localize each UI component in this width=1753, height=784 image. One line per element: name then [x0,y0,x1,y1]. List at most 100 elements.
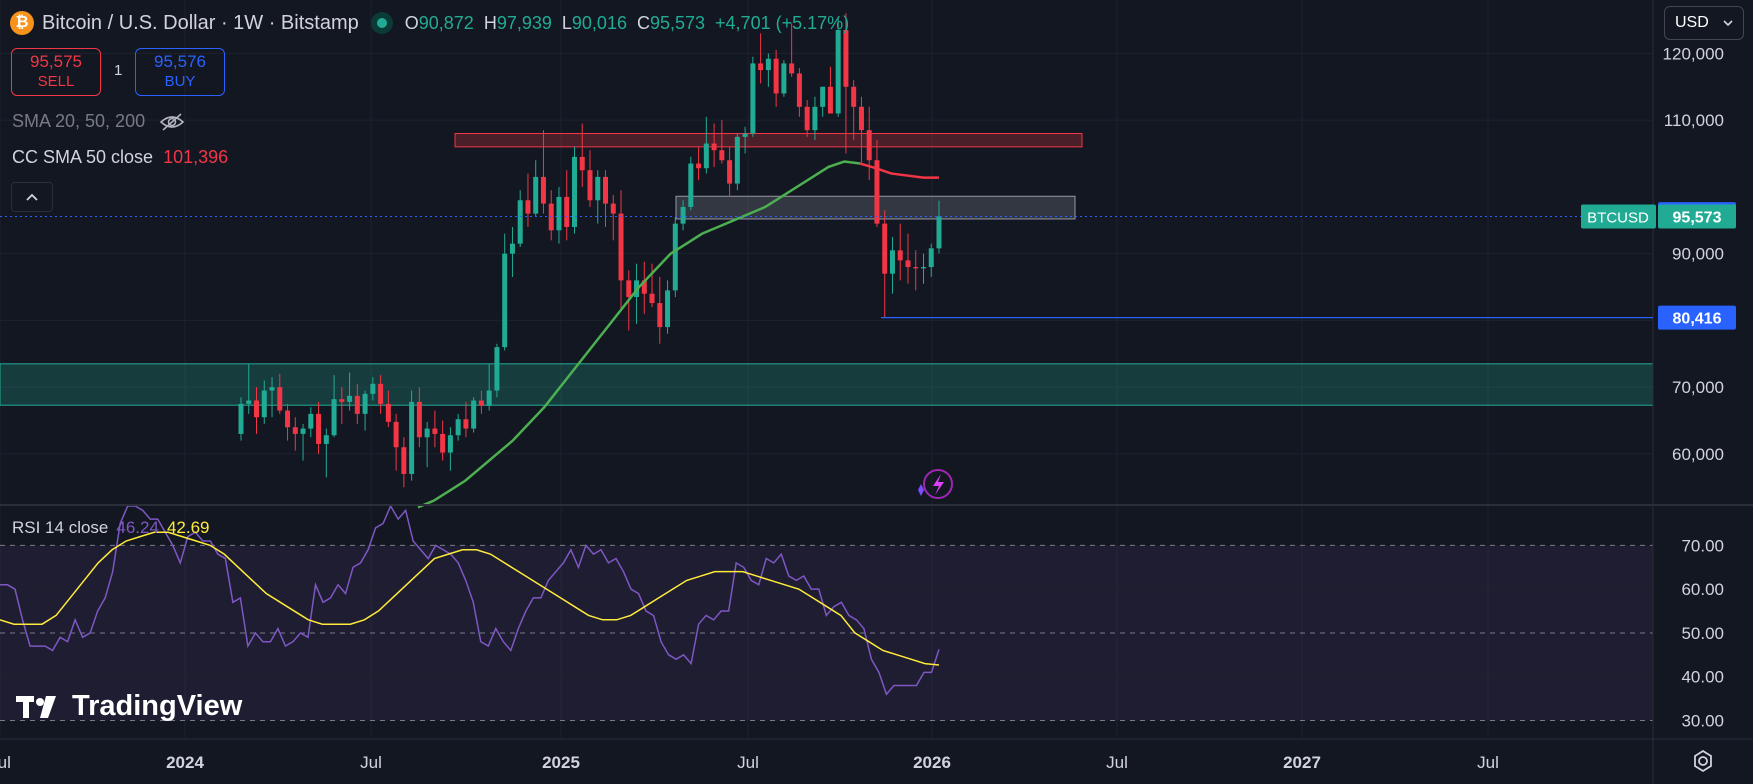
sma-label: SMA 20, 50, 200 [12,111,146,131]
candle-body [440,433,446,453]
candle-body [285,410,291,428]
rsi-ma-value: 42.69 [166,518,210,537]
buy-label: BUY [164,73,196,90]
candle-body [308,413,314,429]
candle-body [765,58,771,71]
hidden-eye-icon[interactable] [159,112,185,132]
candle-body [424,428,430,438]
candle-body [920,267,926,269]
chevron-up-icon [26,193,38,201]
candle-body [835,30,841,114]
chevron-down-icon [1723,20,1733,27]
candle-body [331,399,337,436]
candle-body [401,447,407,474]
time-axis-label: Jul [1477,753,1499,772]
sma-50-line-falling [859,162,940,179]
candle-body [672,223,678,291]
cc-sma-legend[interactable]: CC SMA 50 close 101,396 [12,147,228,168]
quantity-value[interactable]: 1 [114,62,123,79]
time-axis-label: Jul [1106,753,1128,772]
rsi-axis-label: 40.00 [1681,668,1724,687]
candle-body [665,290,671,328]
time-axis-label: Jul [0,753,11,772]
sell-button[interactable]: 95,575 SELL [11,48,101,96]
bitcoin-icon: ₿ [10,11,34,35]
collapse-legend-button[interactable] [11,182,53,212]
ohlc-high-value: 97,939 [496,12,552,33]
buy-button[interactable]: 95,576 BUY [135,48,225,96]
change-value: +4,701 (+5.17%) [715,12,850,33]
candle-body [866,130,872,161]
candle-body [928,248,934,268]
candle-body [595,176,601,201]
sell-label: SELL [37,73,75,90]
price-axis-label: 120,000 [1663,44,1724,63]
candle-body [509,243,515,254]
time-axis-label: Jul [737,753,759,772]
candle-body [455,419,461,436]
candle-body [486,390,492,406]
market-status-icon[interactable] [370,12,393,34]
candle-body [316,413,322,444]
ohlc-close-value: 95,573 [649,12,706,33]
candle-body [409,401,415,474]
price-axis-label: 110,000 [1664,111,1724,130]
candle-body [610,203,616,214]
candle-body [517,200,523,244]
candle-body [789,63,795,74]
candle-body [804,106,810,131]
time-axis-label: Jul [360,753,382,772]
candle-body [347,395,353,402]
candle-body [362,393,368,414]
lightning-icon[interactable] [918,469,953,499]
candle-body [354,395,360,414]
sell-price: 95,575 [30,52,82,71]
time-axis-label: 2026 [913,753,951,772]
candle-body [750,63,756,134]
candle-body [696,163,702,169]
rsi-axis-label: 70.00 [1681,536,1724,555]
candle-body [571,156,577,227]
candle-body [277,387,283,411]
rsi-ma-line [0,531,940,666]
candle-body [564,196,570,227]
candle-body [812,106,818,131]
candle-body [889,250,895,274]
candle-body [269,387,275,391]
candle-body [494,347,500,391]
settings-gear-icon[interactable] [1690,748,1716,774]
candle-body [874,160,880,224]
candle-body [688,163,694,207]
currency-select[interactable]: USD [1664,6,1744,40]
symbol-title[interactable]: Bitcoin / U.S. Dollar · 1W · Bitstamp [42,11,359,34]
candle-body [913,267,919,269]
candle-body [556,196,562,231]
sma-indicator-legend[interactable]: SMA 20, 50, 200 [12,111,185,132]
candle-body [905,260,911,268]
rsi-label: RSI 14 close [12,518,109,537]
candle-body [742,133,748,137]
candle-body [703,143,709,169]
candle-body [502,253,508,348]
tradingview-logo[interactable]: TradingView [16,690,242,723]
time-axis-label: 2024 [166,753,204,772]
candle-body [936,216,942,249]
brand-name: TradingView [72,690,243,722]
candle-body [851,86,857,107]
candle-body [339,399,345,402]
rsi-pane [0,504,1653,721]
cc-sma-label: CC SMA 50 close [12,147,154,167]
candle-body [378,383,384,404]
price-tag-value: 95,573 [1673,209,1722,226]
candle-body [680,206,686,224]
chart-grid [0,0,1653,738]
rsi-value: 46.24 [116,518,159,537]
rsi-legend[interactable]: RSI 14 close 46.24 42.69 [12,518,209,538]
tradingview-logo-icon [16,695,56,718]
candle-body [587,170,593,201]
candle-body [734,136,740,184]
candle-body [773,58,779,94]
candle-body [471,400,477,429]
